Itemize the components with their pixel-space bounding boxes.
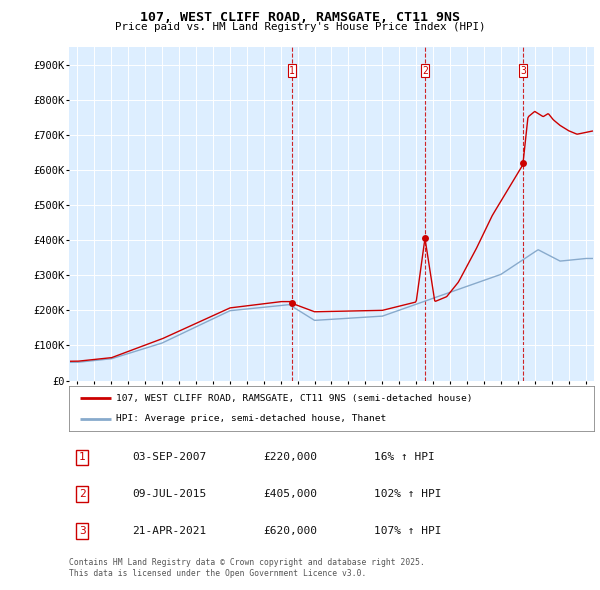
- Text: 03-SEP-2007: 03-SEP-2007: [132, 453, 206, 463]
- Point: [287, 299, 297, 308]
- Text: £620,000: £620,000: [263, 526, 317, 536]
- Text: 1: 1: [289, 65, 295, 76]
- Text: 3: 3: [79, 526, 86, 536]
- Text: Price paid vs. HM Land Registry's House Price Index (HPI): Price paid vs. HM Land Registry's House …: [115, 22, 485, 32]
- Point: [420, 234, 430, 243]
- Text: 107% ↑ HPI: 107% ↑ HPI: [373, 526, 441, 536]
- Text: 107, WEST CLIFF ROAD, RAMSGATE, CT11 9NS (semi-detached house): 107, WEST CLIFF ROAD, RAMSGATE, CT11 9NS…: [116, 394, 473, 403]
- Text: Contains HM Land Registry data © Crown copyright and database right 2025.: Contains HM Land Registry data © Crown c…: [69, 558, 425, 566]
- Text: 1: 1: [79, 453, 86, 463]
- Text: 09-JUL-2015: 09-JUL-2015: [132, 489, 206, 499]
- Text: 21-APR-2021: 21-APR-2021: [132, 526, 206, 536]
- Text: 107, WEST CLIFF ROAD, RAMSGATE, CT11 9NS: 107, WEST CLIFF ROAD, RAMSGATE, CT11 9NS: [140, 11, 460, 24]
- Text: 2: 2: [422, 65, 428, 76]
- Text: £220,000: £220,000: [263, 453, 317, 463]
- Text: £405,000: £405,000: [263, 489, 317, 499]
- Text: 3: 3: [520, 65, 526, 76]
- Text: This data is licensed under the Open Government Licence v3.0.: This data is licensed under the Open Gov…: [69, 569, 367, 578]
- Text: HPI: Average price, semi-detached house, Thanet: HPI: Average price, semi-detached house,…: [116, 414, 386, 423]
- Text: 16% ↑ HPI: 16% ↑ HPI: [373, 453, 434, 463]
- Point: [518, 158, 528, 168]
- Text: 2: 2: [79, 489, 86, 499]
- Text: 102% ↑ HPI: 102% ↑ HPI: [373, 489, 441, 499]
